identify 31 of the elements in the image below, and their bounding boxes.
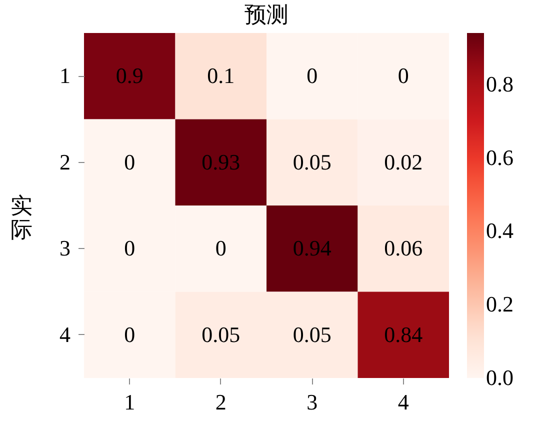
data-label: 0.06 — [384, 236, 423, 261]
color-bar-label: 0.2 — [486, 292, 514, 317]
x-tick-label: 2 — [215, 390, 226, 414]
data-label: 0.05 — [292, 322, 332, 347]
color-bar-label: 0.0 — [486, 365, 514, 390]
data-label: 0.05 — [292, 149, 332, 174]
data-label: 0.94 — [292, 236, 332, 261]
data-label: 0.84 — [384, 322, 423, 347]
data-label: 0 — [124, 322, 136, 347]
data-label: 0 — [124, 149, 136, 174]
data-label: 0 — [215, 236, 226, 261]
data-label: 0.93 — [202, 149, 240, 174]
data-label: 0 — [306, 63, 318, 88]
data-label: 0.9 — [116, 63, 144, 88]
chart-title: 预测 — [244, 2, 288, 27]
x-tick-label: 4 — [398, 390, 409, 414]
data-label: 0.1 — [207, 63, 235, 88]
y-tick-label: 2 — [60, 149, 70, 174]
data-label: 0 — [124, 236, 136, 261]
color-bar-label: 0.8 — [486, 71, 514, 96]
y-tick-label: 1 — [60, 63, 70, 88]
y-axis-title: 实际 — [10, 193, 32, 242]
x-tick-label: 3 — [306, 390, 318, 414]
x-tick-label: 1 — [124, 390, 136, 414]
y-tick-label: 3 — [60, 236, 70, 261]
y-tick-label: 4 — [60, 322, 70, 347]
data-label: 0 — [398, 63, 409, 88]
color-bar-label: 0.4 — [486, 218, 514, 244]
color-bar-label: 0.6 — [486, 144, 514, 170]
data-label: 0.02 — [384, 149, 423, 174]
data-label: 0.05 — [202, 322, 240, 347]
